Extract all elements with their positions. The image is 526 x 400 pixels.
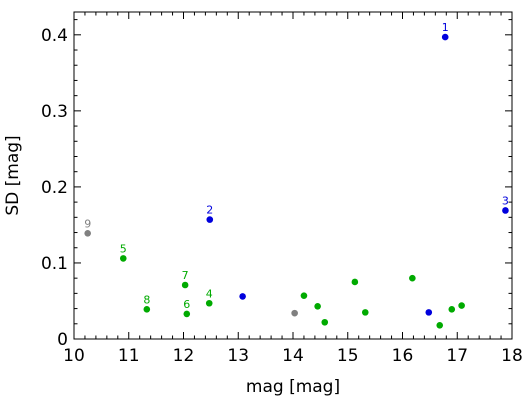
data-point-label: 8	[143, 293, 150, 306]
data-point-blue	[206, 216, 214, 223]
data-point-label: 6	[183, 298, 190, 311]
data-point-green	[181, 281, 189, 289]
y-tick-label: 0.4	[41, 26, 68, 46]
data-point-green	[205, 299, 213, 307]
data-point-green	[314, 303, 321, 310]
data-point-green	[119, 255, 127, 262]
data-point-green	[321, 318, 329, 326]
data-points	[84, 33, 509, 329]
point-labels: 1 2 3 5 8 7 6 4 9	[84, 21, 509, 311]
data-point-label: 2	[206, 204, 213, 217]
data-point-label: 3	[502, 194, 509, 207]
data-point-gray	[291, 309, 298, 317]
data-point-green	[361, 309, 369, 316]
x-tick-label: 11	[118, 346, 140, 366]
data-point-blue	[239, 293, 246, 300]
data-point-green	[183, 310, 191, 318]
plot-frame	[73, 11, 513, 340]
data-point-label: 4	[206, 287, 213, 300]
y-axis-label: SD [mag]	[3, 135, 23, 215]
data-point-label: 9	[84, 217, 91, 230]
data-point-green	[436, 322, 444, 329]
data-point-label: 7	[182, 269, 189, 282]
x-tick-label: 15	[337, 346, 359, 366]
data-point-green	[351, 278, 359, 286]
data-point-green	[458, 302, 465, 309]
data-point-green	[300, 292, 308, 299]
x-tick-label: 17	[446, 346, 468, 366]
data-point-blue	[425, 309, 433, 316]
x-tick-label: 13	[227, 346, 249, 366]
y-tick-label: 0.2	[41, 178, 68, 198]
y-tick-label: 0.3	[41, 102, 68, 122]
y-tick-label: 0.1	[41, 254, 68, 274]
data-point-label: 1	[442, 21, 449, 34]
x-tick-label: 10	[63, 346, 85, 366]
data-point-blue	[441, 33, 449, 41]
tick-labels: 10 11 12 13 14 15 16 17 18 0 0.1 0.2 0.3 0.4	[41, 26, 523, 366]
data-point-green	[409, 274, 416, 282]
x-tick-label: 14	[282, 346, 304, 366]
data-point-green	[143, 306, 151, 313]
data-point-green	[448, 306, 456, 313]
data-point-blue	[502, 207, 509, 214]
x-tick-label: 18	[501, 346, 523, 366]
y-tick-label: 0	[57, 330, 68, 350]
x-tick-label: 12	[173, 346, 195, 366]
axis-ticks	[73, 12, 513, 340]
x-axis-label: mag [mag]	[246, 377, 340, 397]
data-point-gray	[84, 229, 91, 237]
data-point-label: 5	[120, 242, 127, 255]
x-tick-label: 16	[392, 346, 414, 366]
